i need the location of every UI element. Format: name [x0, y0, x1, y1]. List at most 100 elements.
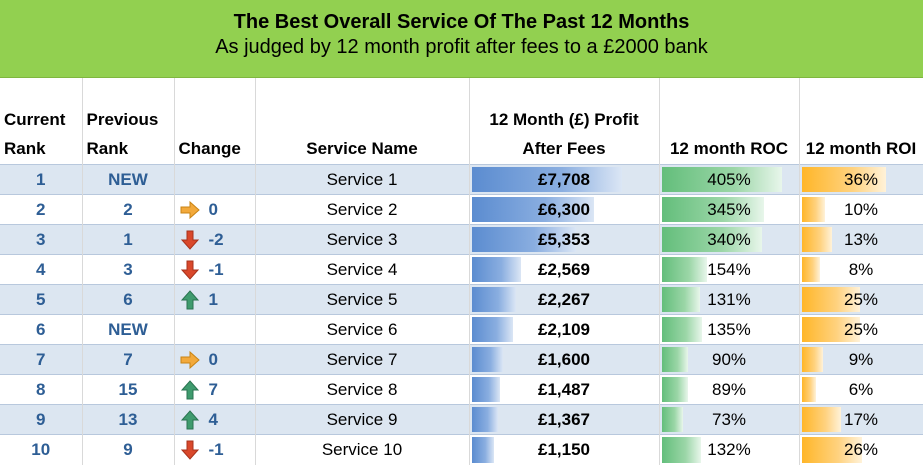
- rank-change: 1: [174, 284, 256, 315]
- up-arrow-icon: [179, 409, 201, 431]
- roc-bar: [661, 257, 708, 282]
- profit-bar: [471, 437, 494, 463]
- rank-change: -1: [174, 434, 256, 465]
- header-previous-rank: Previous Rank: [82, 78, 175, 165]
- rank-change: 4: [174, 404, 256, 435]
- table-row: 8 15 7 Service 8 £1,487 89% 6%: [0, 374, 923, 405]
- roc-value: 340%: [707, 229, 751, 249]
- rank-change: -2: [174, 224, 256, 255]
- previous-rank: 15: [82, 374, 175, 405]
- up-arrow-icon: [179, 379, 201, 401]
- current-rank: 2: [0, 194, 83, 225]
- previous-rank: 13: [82, 404, 175, 435]
- current-rank: 4: [0, 254, 83, 285]
- table-row: 2 2 0 Service 2 £6,300 345% 10%: [0, 194, 923, 225]
- table-row: 4 3 -1 Service 4 £2,569 154% 8%: [0, 254, 923, 285]
- roc-value: 89%: [711, 379, 747, 399]
- profit-value: £1,600: [538, 349, 590, 369]
- previous-rank: NEW: [82, 314, 175, 345]
- profit-cell: £7,708: [469, 164, 660, 195]
- table-row: 9 13 4 Service 9 £1,367 73% 17%: [0, 404, 923, 435]
- previous-rank: 3: [82, 254, 175, 285]
- profit-bar: [471, 227, 576, 252]
- profit-value: £7,708: [538, 169, 590, 189]
- rank-change-value: 4: [208, 409, 218, 429]
- profit-cell: £1,600: [469, 344, 660, 375]
- header-profit: 12 Month (£) Profit After Fees: [469, 78, 660, 165]
- roi-bar: [801, 437, 863, 463]
- roc-cell: 405%: [659, 164, 800, 195]
- current-rank: 3: [0, 224, 83, 255]
- roi-value: 6%: [848, 379, 874, 399]
- roc-bar: [661, 197, 764, 222]
- profit-cell: £1,487: [469, 374, 660, 405]
- roc-value: 90%: [711, 349, 747, 369]
- current-rank: 7: [0, 344, 83, 375]
- roc-cell: 132%: [659, 434, 800, 465]
- service-name: Service 7: [255, 344, 470, 375]
- roc-value: 73%: [711, 409, 747, 429]
- table-row: 3 1 -2 Service 3 £5,353 340% 13%: [0, 224, 923, 255]
- rank-change-value: 0: [208, 349, 218, 369]
- roc-bar: [661, 227, 763, 252]
- roi-bar: [801, 227, 832, 252]
- previous-rank: 7: [82, 344, 175, 375]
- profit-bar: [471, 347, 503, 372]
- service-name: Service 6: [255, 314, 470, 345]
- roc-cell: 340%: [659, 224, 800, 255]
- rank-change: 0: [174, 194, 256, 225]
- profit-cell: £1,150: [469, 434, 660, 465]
- previous-rank: NEW: [82, 164, 175, 195]
- profit-cell: £1,367: [469, 404, 660, 435]
- rank-change-value: 0: [208, 199, 218, 219]
- roi-value: 25%: [843, 289, 879, 309]
- service-name: Service 5: [255, 284, 470, 315]
- roi-value: 13%: [843, 229, 879, 249]
- service-ranking-table: Current Rank Previous Rank Change Servic…: [0, 78, 923, 465]
- roi-bar: [801, 377, 816, 402]
- down-arrow-icon: [179, 229, 201, 251]
- service-name: Service 3: [255, 224, 470, 255]
- roi-value: 25%: [843, 319, 879, 339]
- roc-bar: [661, 317, 702, 342]
- profit-cell: £5,353: [469, 224, 660, 255]
- page-subtitle: As judged by 12 month profit after fees …: [215, 36, 708, 58]
- profit-bar: [471, 257, 522, 282]
- profit-bar: [471, 407, 499, 432]
- profit-cell: £6,300: [469, 194, 660, 225]
- roi-value: 8%: [848, 259, 874, 279]
- profit-bar: [471, 287, 516, 312]
- roi-value: 36%: [843, 169, 879, 189]
- roi-cell: 25%: [799, 314, 923, 345]
- current-rank: 9: [0, 404, 83, 435]
- roc-cell: 90%: [659, 344, 800, 375]
- profit-cell: £2,569: [469, 254, 660, 285]
- profit-bar: [471, 167, 622, 192]
- roc-value: 154%: [707, 259, 751, 279]
- roi-bar: [801, 317, 860, 342]
- roi-bar: [801, 407, 842, 432]
- service-name: Service 2: [255, 194, 470, 225]
- table-row: 1 NEW Service 1 £7,708 405% 36%: [0, 164, 923, 195]
- service-name: Service 1: [255, 164, 470, 195]
- header-roi: 12 month ROI: [799, 78, 923, 165]
- rank-change: 7: [174, 374, 256, 405]
- roc-value: 132%: [707, 439, 751, 459]
- rank-change: -1: [174, 254, 256, 285]
- roi-cell: 25%: [799, 284, 923, 315]
- roi-bar: [801, 167, 886, 192]
- roi-cell: 17%: [799, 404, 923, 435]
- rank-change-value: 7: [208, 379, 218, 399]
- roi-bar: [801, 257, 821, 282]
- roc-cell: 89%: [659, 374, 800, 405]
- roi-bar: [801, 197, 825, 222]
- current-rank: 8: [0, 374, 83, 405]
- roc-bar: [661, 407, 684, 432]
- roc-value: 135%: [707, 319, 751, 339]
- down-arrow-icon: [179, 439, 201, 461]
- roi-value: 26%: [843, 439, 879, 459]
- previous-rank: 1: [82, 224, 175, 255]
- roc-value: 345%: [707, 199, 751, 219]
- roi-cell: 26%: [799, 434, 923, 465]
- roc-bar: [661, 287, 701, 312]
